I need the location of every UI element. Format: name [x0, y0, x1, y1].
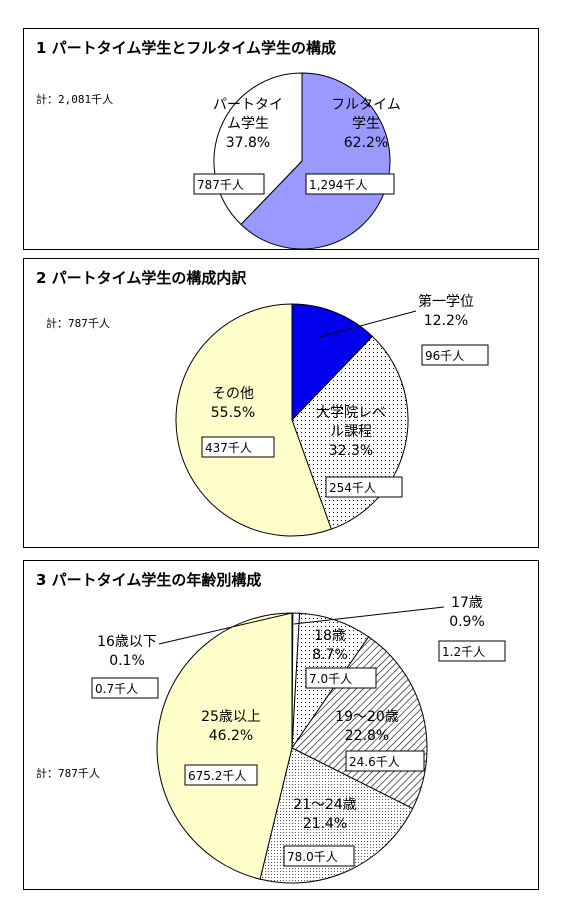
- count-label: 1.2千人: [442, 645, 485, 659]
- slice-label: その他 55.5% 437千人: [201, 386, 275, 458]
- count-box: [421, 344, 489, 366]
- slice-label: 17歳 0.9% 1.2千人: [438, 595, 506, 662]
- slice-label-line: 21.4%: [303, 816, 347, 832]
- slice-label-line: その他: [212, 386, 254, 402]
- slice-label-line: 37.8%: [226, 135, 270, 151]
- count-box: [305, 173, 395, 195]
- chart-panel-3: 3 パートタイム学生の年齢別構成 計：787千人 17歳 0.9% 1.2千人 18歳…: [23, 560, 539, 890]
- slice-label-line: 19～20歳: [335, 709, 399, 725]
- slice-label-line: 22.8%: [345, 728, 389, 744]
- slice-label-line: 12.2%: [424, 313, 468, 329]
- slice-label-line: 62.2%: [344, 135, 388, 151]
- count-box: [305, 667, 377, 689]
- count-label: 7.0千人: [309, 672, 352, 686]
- count-label: 24.6千人: [349, 755, 400, 769]
- slice-label-line: 0.9%: [449, 614, 485, 630]
- count-label: 787千人: [197, 178, 244, 192]
- slice-label: フルタイム学生 62.2% 1,294千人: [305, 97, 401, 195]
- pie-chart: 17歳 0.9% 1.2千人 18歳 8.7% 7.0千人 19～20歳 22.8% 24.6千…: [91, 595, 506, 884]
- count-label: 1,294千人: [309, 178, 367, 192]
- count-label: 0.7千人: [95, 682, 138, 696]
- count-label: 78.0千人: [287, 850, 338, 864]
- total-label: 計：787千人: [36, 767, 100, 780]
- slice-label: 19～20歳 22.8% 24.6千人: [335, 709, 425, 772]
- leader-line: [318, 310, 417, 338]
- count-box: [283, 845, 355, 867]
- slice-label: 16歳以下 0.1% 0.7千人: [91, 634, 159, 699]
- slice-label: 第一学位 12.2% 96千人: [418, 293, 489, 366]
- pie-slice: [156, 612, 293, 880]
- slice-label-line: フルタイム: [331, 97, 401, 113]
- slice-label: 21～24歳 21.4% 78.0千人: [283, 797, 357, 867]
- pie-chart: フルタイム学生 62.2% 1,294千人 パートタイム学生 37.8% 787千人: [193, 72, 401, 250]
- count-box: [91, 677, 159, 699]
- chart-title: 3 パートタイム学生の年齢別構成: [36, 571, 262, 589]
- chart-panel-1: 1 パートタイム学生とフルタイム学生の構成 計：2,081千人 フルタイム学生 6…: [23, 28, 539, 250]
- slice-label-line: 55.5%: [211, 405, 255, 421]
- leader-line: [158, 612, 293, 645]
- slice-label-line: 32.3%: [329, 443, 373, 459]
- slice-label-line: 18歳: [314, 628, 346, 644]
- slice-label-line: ル課程: [330, 424, 372, 440]
- slice-label-line: ム学生: [227, 116, 269, 132]
- count-label: 675.2千人: [188, 769, 246, 783]
- pie-slice: [291, 303, 374, 422]
- slice-label-line: 0.1%: [109, 653, 145, 669]
- slice-label-line: 第一学位: [418, 293, 474, 310]
- count-box: [184, 764, 258, 786]
- count-label: 437千人: [205, 441, 252, 455]
- slice-label-line: 17歳: [451, 595, 483, 611]
- slice-label-line: 46.2%: [209, 728, 253, 744]
- pie-slice: [175, 303, 332, 537]
- chart-panel-2: 2 パートタイム学生の構成内訳 計：787千人 第一学位 12.2% 96千人大学院…: [23, 258, 539, 548]
- slice-label-line: 25歳以上: [201, 709, 261, 725]
- slice-label: 18歳 8.7% 7.0千人: [305, 628, 377, 689]
- slice-label-line: パートタイ: [213, 97, 283, 113]
- count-label: 96千人: [425, 349, 464, 363]
- count-box: [193, 173, 265, 195]
- chart-title: 2 パートタイム学生の構成内訳: [36, 269, 247, 287]
- slice-label-line: 16歳以下: [97, 634, 157, 650]
- slice-label-line: 21～24歳: [293, 797, 357, 813]
- slice-label-line: 学生: [352, 116, 380, 132]
- count-box: [201, 436, 275, 458]
- pie-slice: [291, 612, 294, 749]
- slice-label-line: 大学院レベ: [316, 405, 386, 421]
- count-box: [345, 750, 425, 772]
- count-box: [325, 476, 403, 498]
- slice-label: 25歳以上 46.2% 675.2千人: [184, 709, 261, 786]
- total-label: 計：787千人: [46, 317, 110, 330]
- count-label: 254千人: [329, 481, 376, 495]
- leader-line: [293, 606, 445, 625]
- chart-title: 1 パートタイム学生とフルタイム学生の構成: [36, 39, 337, 57]
- slice-label-line: 8.7%: [312, 647, 348, 663]
- slice-label: パートタイム学生 37.8% 787千人: [193, 97, 283, 195]
- count-box: [438, 640, 506, 662]
- total-label: 計：2,081千人: [36, 93, 114, 106]
